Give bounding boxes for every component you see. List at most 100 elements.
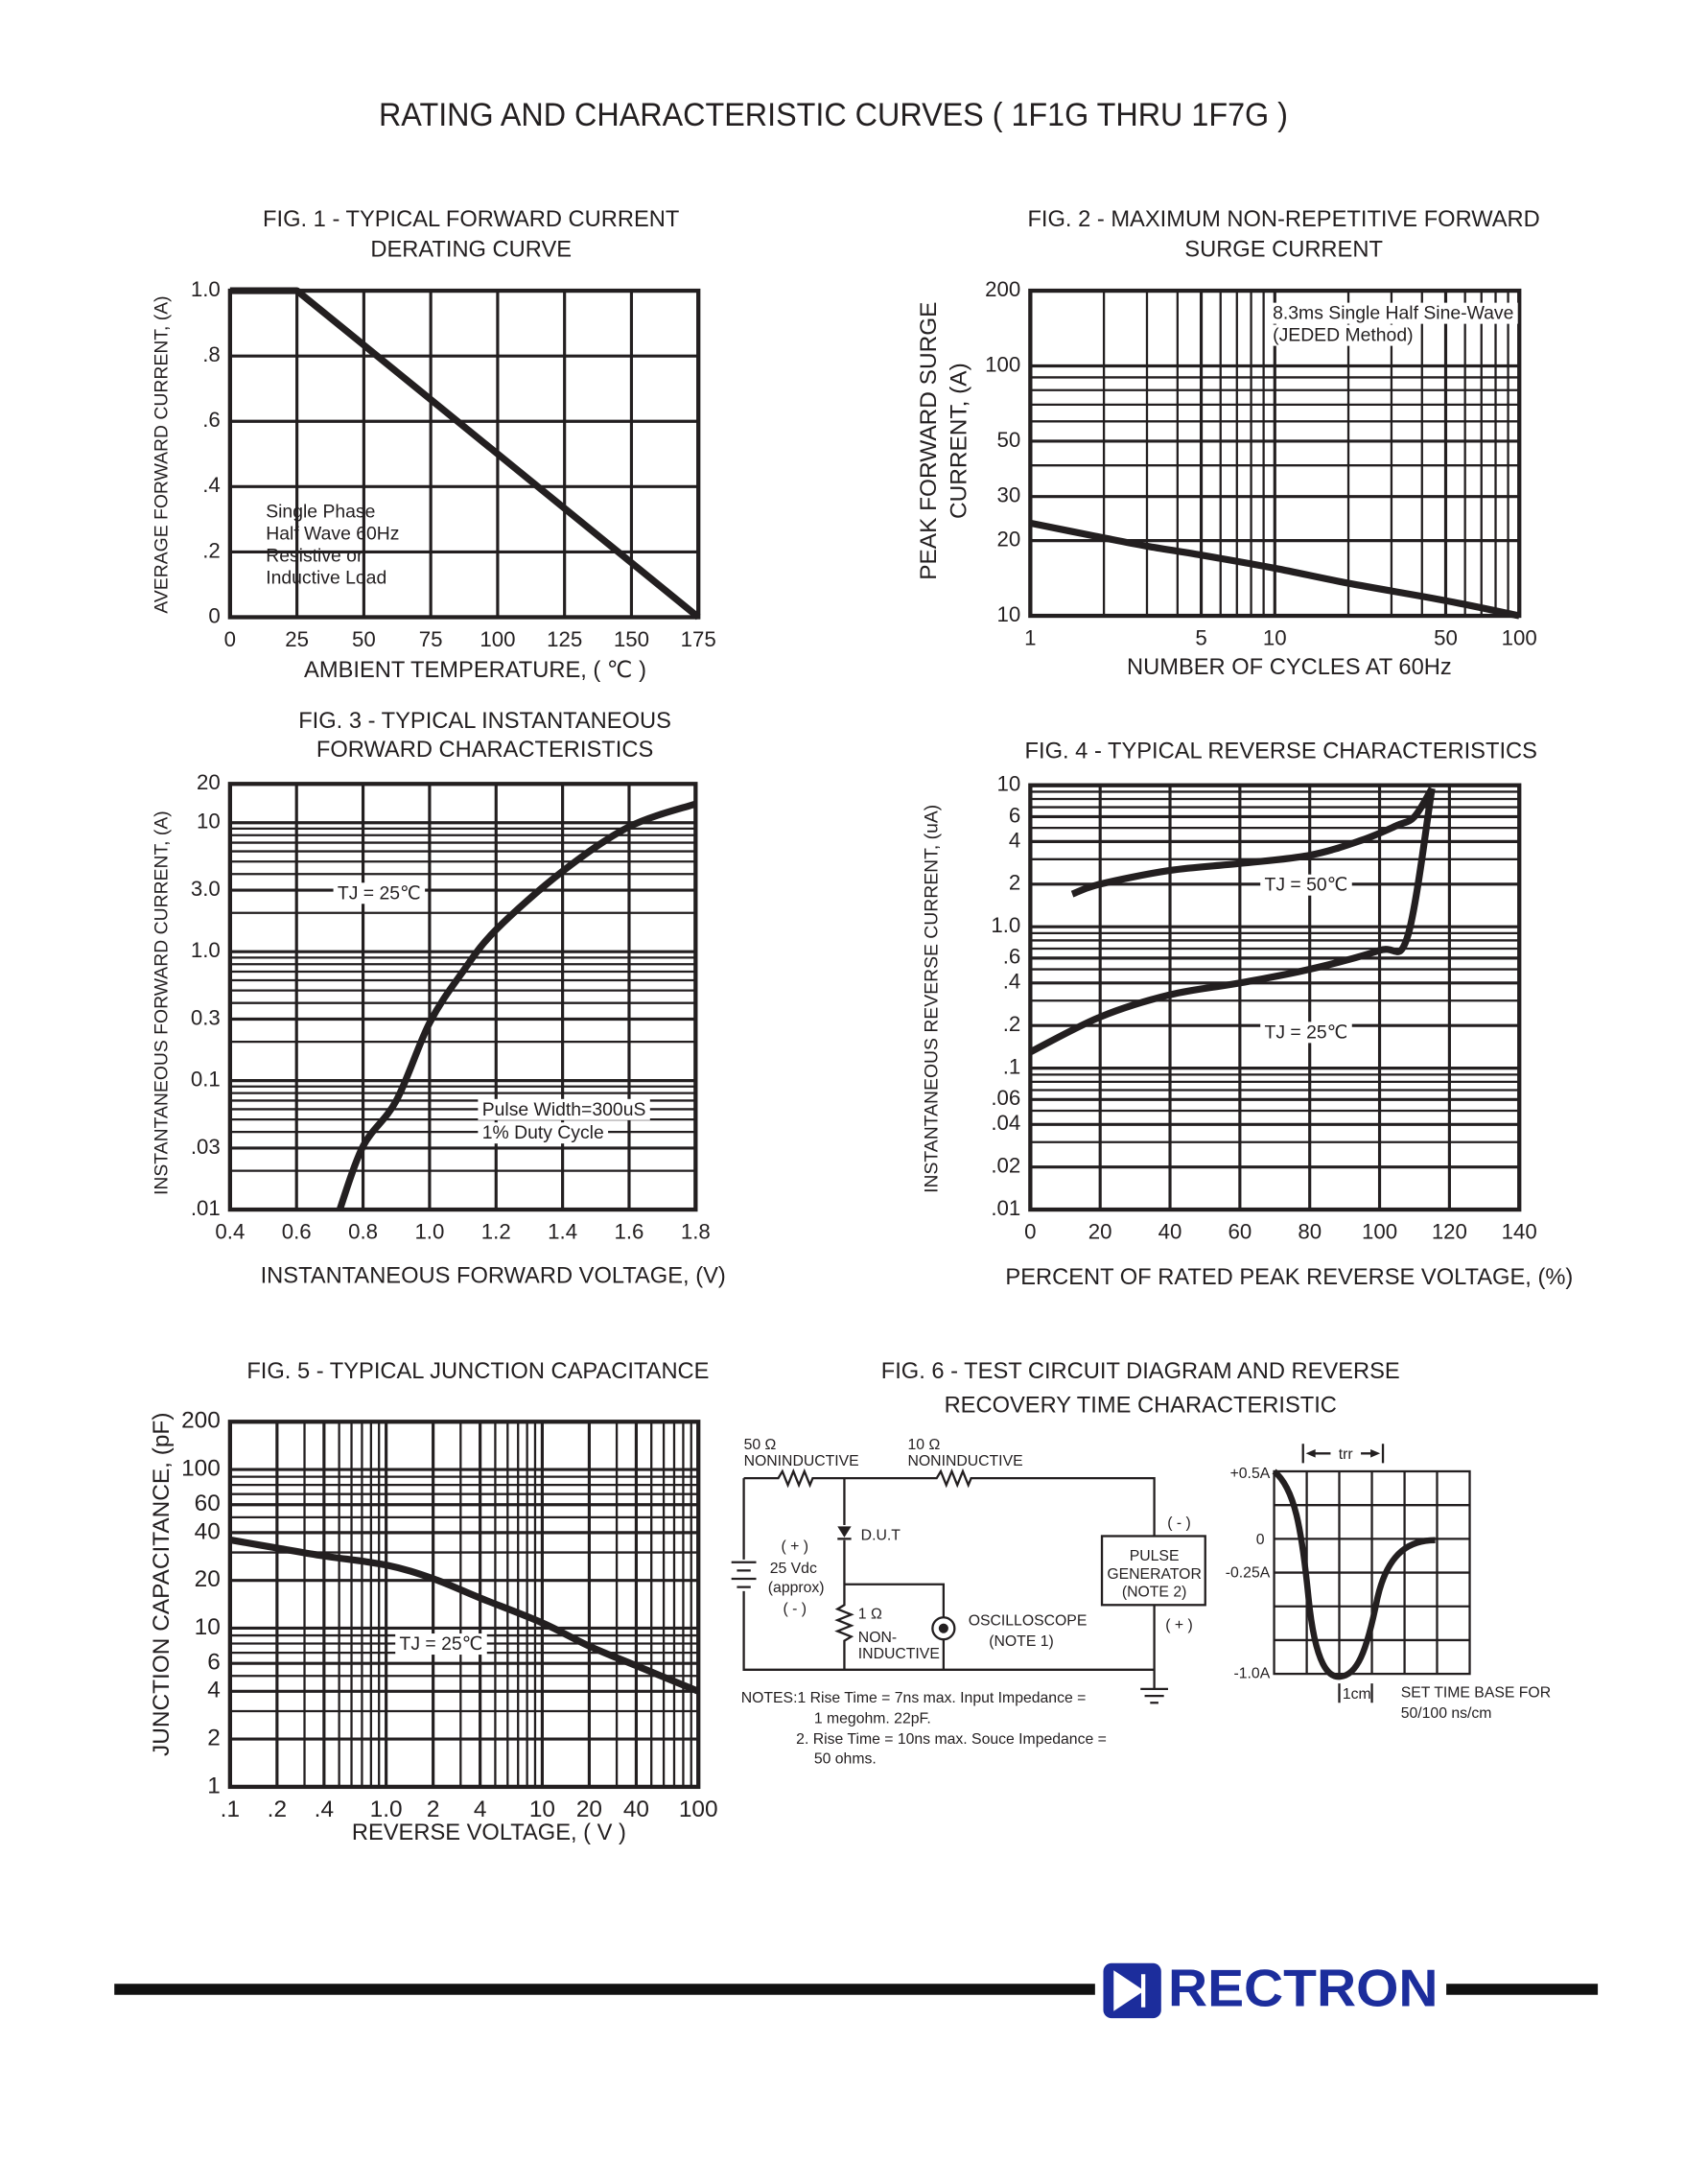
y-tick-label: 3.0 bbox=[191, 877, 221, 901]
circuit-label: (NOTE 2) bbox=[1122, 1585, 1187, 1601]
annotation-bg bbox=[1260, 874, 1352, 896]
data-line bbox=[1029, 519, 1520, 620]
x-tick-label: 125 bbox=[547, 627, 582, 651]
data-line bbox=[229, 1536, 700, 1695]
chart-title: FIG. 4 - TYPICAL REVERSE CHARACTERISTICS bbox=[1025, 739, 1537, 763]
y-tick-label: 200 bbox=[985, 277, 1020, 301]
logo-symbol bbox=[1113, 1970, 1146, 2011]
figure-title: RECOVERY TIME CHARACTERISTIC bbox=[945, 1394, 1337, 1419]
x-tick-label: 140 bbox=[1502, 1219, 1537, 1243]
waveform bbox=[1272, 1468, 1436, 1680]
y-tick-label: 0.3 bbox=[191, 1005, 221, 1029]
x-tick-label: 60 bbox=[1228, 1219, 1252, 1243]
chart-title: FIG. 3 - TYPICAL INSTANTANEOUS bbox=[298, 709, 671, 734]
annotation: Inductive Load bbox=[266, 567, 386, 588]
y-tick-label: 20 bbox=[195, 1566, 221, 1592]
circuit-label: INDUCTIVE bbox=[858, 1646, 940, 1662]
y-axis-label: JUNCTION CAPACITANCE, (pF) bbox=[149, 1413, 175, 1756]
y-tick-label: .03 bbox=[191, 1135, 221, 1159]
x-tick-label: 100 bbox=[480, 627, 515, 651]
x-tick-label: 25 bbox=[285, 627, 309, 651]
annotation: TJ = 25℃ bbox=[1265, 1022, 1348, 1043]
x-tick-label: 20 bbox=[576, 1797, 602, 1822]
chart: 0.4 0.6 0.8 1.0 1.2 1.4 1.6 1.8 .01 .03 0.1 0.3 1.0 3… bbox=[152, 709, 726, 1289]
annotation: Single Phase bbox=[266, 501, 375, 522]
chart-title: FIG. 1 - TYPICAL FORWARD CURRENT bbox=[263, 207, 679, 232]
x-tick-label: 40 bbox=[623, 1797, 649, 1822]
x-tick-label: 50 bbox=[352, 627, 376, 651]
circuit-label: GENERATOR bbox=[1107, 1566, 1202, 1583]
y-tick-label: .8 bbox=[202, 342, 221, 366]
data-line bbox=[229, 287, 701, 621]
x-tick-label: 175 bbox=[681, 627, 716, 651]
x-tick-label: 0.4 bbox=[215, 1219, 245, 1243]
y-tick-label: 0 bbox=[208, 603, 220, 627]
x-axis-label: PERCENT OF RATED PEAK REVERSE VOLTAGE, (… bbox=[1005, 1265, 1573, 1290]
y-tick-label: .06 bbox=[991, 1086, 1020, 1110]
y-tick-label: 10 bbox=[997, 602, 1021, 626]
x-tick-label: 0.8 bbox=[348, 1219, 378, 1243]
waveform-label: 50/100 ns/cm bbox=[1401, 1705, 1492, 1722]
circuit-label: ( - ) bbox=[783, 1601, 807, 1617]
x-tick-label: 150 bbox=[614, 627, 649, 651]
battery bbox=[731, 1561, 757, 1588]
circuit-label: ( - ) bbox=[1167, 1515, 1191, 1532]
circuit-label: ( + ) bbox=[781, 1539, 808, 1555]
y-tick-label: 30 bbox=[997, 483, 1021, 507]
y-tick-label: 0.1 bbox=[191, 1068, 221, 1092]
annotation-bg bbox=[478, 1098, 650, 1120]
chart: 0 25 50 75 100 125 150 175 0 .2 .4 .6 .8 1.0 FIG. 1 - … bbox=[152, 207, 716, 683]
chart-title: SURGE CURRENT bbox=[1184, 238, 1383, 263]
y-tick-label: 2 bbox=[1009, 871, 1020, 895]
trr-marker bbox=[1301, 1444, 1385, 1703]
x-tick-label: .1 bbox=[221, 1797, 240, 1822]
figure-6-text: FIG. 6 - TEST CIRCUIT DIAGRAM AND REVERS… bbox=[741, 1359, 1551, 1768]
y-tick-label: 1 bbox=[207, 1773, 221, 1798]
circuit-label: ( + ) bbox=[1165, 1617, 1193, 1633]
x-axis-label: AMBIENT TEMPERATURE, ( ℃ ) bbox=[304, 658, 646, 683]
circuit-label: PULSE bbox=[1130, 1548, 1180, 1564]
x-tick-label: 50 bbox=[1434, 625, 1458, 649]
chart-title: FORWARD CHARACTERISTICS bbox=[316, 738, 653, 763]
x-tick-label: 80 bbox=[1298, 1219, 1322, 1243]
waveform-label: 0 bbox=[1256, 1532, 1265, 1548]
x-axis-label: INSTANTANEOUS FORWARD VOLTAGE, (V) bbox=[261, 1264, 726, 1289]
arrow bbox=[1305, 1448, 1316, 1458]
note: 1 megohm. 22pF. bbox=[814, 1711, 931, 1727]
annotation: TJ = 50℃ bbox=[1265, 875, 1348, 896]
note: NOTES:1 Rise Time = 7ns max. Input Imped… bbox=[741, 1690, 1087, 1706]
waveform-label: SET TIME BASE FOR bbox=[1401, 1684, 1551, 1701]
x-tick-label: 0 bbox=[224, 627, 236, 651]
y-axis-label: INSTANTANEOUS FORWARD CURRENT, (A) bbox=[152, 810, 173, 1195]
wire bbox=[743, 1468, 1156, 1537]
annotation-bg bbox=[333, 882, 426, 904]
x-tick-label: 1.0 bbox=[414, 1219, 444, 1243]
y-axis-label: CURRENT, (A) bbox=[947, 363, 972, 519]
annotation: 1% Duty Cycle bbox=[482, 1122, 604, 1143]
x-tick-label: 20 bbox=[1088, 1219, 1112, 1243]
y-axis-label: AVERAGE FORWARD CURRENT, (A) bbox=[152, 295, 173, 613]
y-tick-label: .02 bbox=[991, 1154, 1020, 1178]
x-tick-label: 75 bbox=[419, 627, 443, 651]
wire bbox=[742, 1478, 1168, 1704]
y-tick-label: .2 bbox=[1003, 1012, 1021, 1036]
annotation: (JEDED Method) bbox=[1273, 325, 1413, 346]
x-tick-label: 40 bbox=[1158, 1219, 1182, 1243]
arrow bbox=[1370, 1448, 1381, 1458]
chart-title: FIG. 5 - TYPICAL JUNCTION CAPACITANCE bbox=[246, 1359, 709, 1384]
y-tick-label: .4 bbox=[202, 473, 221, 497]
plot-area bbox=[229, 1421, 699, 1787]
x-tick-label: 10 bbox=[1263, 625, 1287, 649]
x-tick-label: 1 bbox=[1024, 625, 1036, 649]
waveform-label: trr bbox=[1339, 1446, 1353, 1463]
annotation: TJ = 25℃ bbox=[400, 1633, 483, 1655]
plot-frame bbox=[1028, 288, 1522, 619]
plot-frame bbox=[227, 288, 701, 620]
figure-title: FIG. 6 - TEST CIRCUIT DIAGRAM AND REVERS… bbox=[881, 1359, 1400, 1384]
plot-frame bbox=[227, 782, 698, 1212]
x-tick-label: 1.6 bbox=[615, 1219, 644, 1243]
data-line bbox=[1028, 787, 1436, 1056]
circuit-label: 50 Ω bbox=[744, 1437, 777, 1453]
